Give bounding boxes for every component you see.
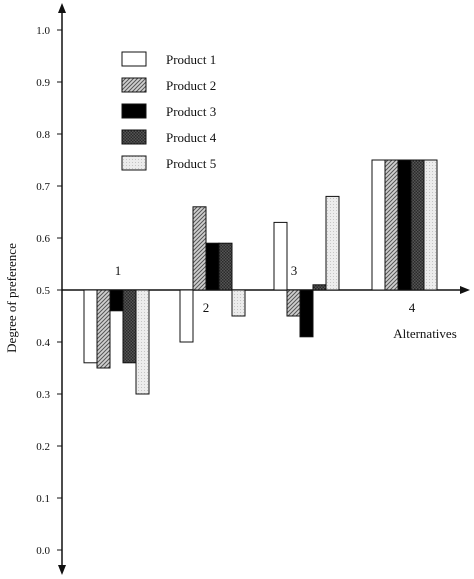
bar-product-5-alt-1 bbox=[135, 289, 150, 395]
category-label: 2 bbox=[203, 300, 210, 315]
legend-label-product-1: Product 1 bbox=[166, 52, 216, 67]
y-ticks: 0.0 0.1 0.2 0.3 0.4 0.5 0.6 0.7 0.8 0.9 1.0 bbox=[36, 25, 62, 557]
bar-product-4-alt-1 bbox=[122, 289, 137, 364]
bar-product-3-alt-1 bbox=[109, 289, 124, 312]
category-label: 3 bbox=[291, 263, 298, 278]
legend-label-product-2: Product 2 bbox=[166, 78, 216, 93]
category-labels: 1 2 3 4 bbox=[115, 263, 416, 315]
legend-label-product-3: Product 3 bbox=[166, 104, 216, 119]
x-axis-label: Alternatives bbox=[393, 326, 457, 341]
y-tick-label: 0.3 bbox=[36, 389, 50, 401]
bar-product-1-alt-4 bbox=[371, 159, 386, 291]
bar-product-3-alt-3 bbox=[299, 289, 314, 338]
bar-product-5-alt-4 bbox=[423, 159, 438, 291]
legend-swatch-product-2 bbox=[121, 77, 147, 93]
bar-product-3-alt-4 bbox=[397, 159, 412, 291]
bar-product-1-alt-1 bbox=[83, 289, 98, 364]
bar-product-5-alt-3 bbox=[325, 195, 340, 291]
bar-product-2-alt-3 bbox=[286, 289, 301, 317]
legend-swatch-product-1 bbox=[121, 51, 147, 67]
bar-product-4-alt-4 bbox=[410, 159, 425, 291]
bar-product-2-alt-4 bbox=[384, 159, 399, 291]
bar-product-1-alt-2 bbox=[179, 289, 194, 343]
legend-swatch-product-4 bbox=[121, 129, 147, 145]
y-tick-label: 0.2 bbox=[36, 441, 50, 453]
y-tick-label: 0.7 bbox=[36, 181, 50, 193]
legend-label-product-5: Product 5 bbox=[166, 156, 216, 171]
legend-swatch-product-3 bbox=[121, 103, 147, 119]
y-tick-label: 0.6 bbox=[36, 233, 50, 245]
bars bbox=[83, 159, 438, 395]
y-tick-label: 1.0 bbox=[36, 25, 50, 37]
legend-swatch-product-5 bbox=[121, 155, 147, 171]
y-axis-label: Degree of preference bbox=[4, 243, 19, 353]
y-tick-label: 0.1 bbox=[36, 493, 50, 505]
y-tick-label: 0.9 bbox=[36, 77, 50, 89]
bar-product-4-alt-3 bbox=[312, 284, 327, 291]
bar-product-2-alt-2 bbox=[192, 206, 207, 291]
x-axis-arrow bbox=[460, 286, 470, 294]
bar-product-1-alt-3 bbox=[273, 221, 288, 291]
legend: Product 1 Product 2 Product 3 Product 4 Prod… bbox=[121, 51, 217, 171]
bar-product-5-alt-2 bbox=[231, 289, 246, 317]
legend-label-product-4: Product 4 bbox=[166, 130, 217, 145]
category-label: 1 bbox=[115, 263, 122, 278]
y-tick-label: 0.8 bbox=[36, 129, 50, 141]
bar-product-3-alt-2 bbox=[205, 242, 220, 291]
y-tick-label: 0.4 bbox=[36, 337, 50, 349]
bar-product-4-alt-2 bbox=[218, 242, 233, 291]
y-axis-arrow-top bbox=[58, 3, 66, 13]
category-label: 4 bbox=[409, 300, 416, 315]
y-tick-label: 0.0 bbox=[36, 545, 50, 557]
y-axis-arrow-bottom bbox=[58, 565, 66, 575]
y-tick-label: 0.5 bbox=[36, 285, 50, 297]
bar-product-2-alt-1 bbox=[96, 289, 111, 369]
